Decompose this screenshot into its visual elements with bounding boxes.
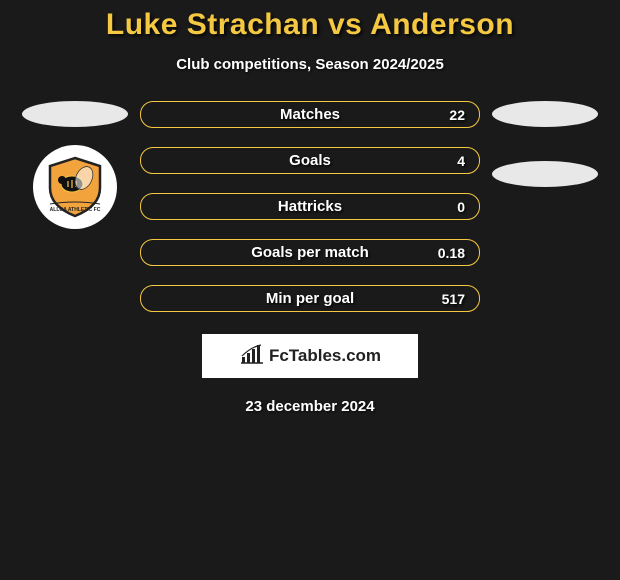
stat-label: Min per goal [266,290,354,307]
stat-label: Goals [289,152,331,169]
stat-bar-min-per-goal: Min per goal 517 [140,285,480,312]
stat-value: 0 [457,199,465,215]
right-player-col [492,101,598,187]
stat-label: Hattricks [278,198,342,215]
stat-bar-goals: Goals 4 [140,147,480,174]
page-title: Luke Strachan vs Anderson [0,8,620,42]
stat-value: 517 [442,291,465,307]
stats-column: Matches 22 Goals 4 Hattricks 0 Goals per… [140,101,480,312]
subtitle: Club competitions, Season 2024/2025 [0,56,620,73]
left-club-badge: ALLOA ATHLETIC FC [33,145,117,229]
stat-value: 22 [449,107,465,123]
shield-wasp-icon: ALLOA ATHLETIC FC [42,154,108,220]
stat-label: Matches [280,106,340,123]
stat-value: 0.18 [438,245,465,261]
stat-value: 4 [457,153,465,169]
date: 23 december 2024 [0,398,620,415]
stat-label: Goals per match [251,244,369,261]
right-player-name-placeholder [492,101,598,127]
stat-bar-matches: Matches 22 [140,101,480,128]
right-club-placeholder [492,161,598,187]
bar-chart-icon [239,343,265,370]
comparison-row: ALLOA ATHLETIC FC Matches 22 Goals 4 Hat… [0,101,620,312]
svg-text:ALLOA ATHLETIC FC: ALLOA ATHLETIC FC [50,207,101,213]
stat-bar-goals-per-match: Goals per match 0.18 [140,239,480,266]
left-player-col: ALLOA ATHLETIC FC [22,101,128,229]
brand-badge: FcTables.com [202,334,418,378]
left-player-name-placeholder [22,101,128,127]
stat-bar-hattricks: Hattricks 0 [140,193,480,220]
brand-text: FcTables.com [269,346,381,366]
